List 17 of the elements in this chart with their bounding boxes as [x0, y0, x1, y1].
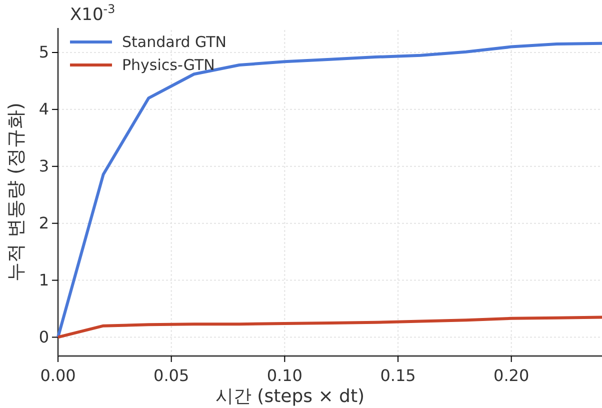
- y-tick-label: 1: [38, 270, 49, 290]
- x-tick-label: 0.20: [494, 366, 530, 385]
- y-axis-title: 누적 변동량 (정규화): [5, 102, 27, 282]
- y-tick-label: 2: [38, 213, 49, 232]
- legend-label: Standard GTN: [122, 33, 226, 51]
- y-tick-label: 5: [38, 42, 49, 62]
- y-tick-label: 0: [38, 327, 49, 346]
- x-axis-title: 시간 (steps × dt): [215, 386, 365, 407]
- text: X10$^{-3}$: [70, 2, 116, 25]
- x-tick-label: 0.00: [40, 366, 76, 385]
- y-tick-label: 3: [38, 156, 49, 176]
- x-tick-label: 0.15: [380, 366, 416, 385]
- x-tick-label: 0.10: [266, 366, 302, 385]
- line-series: [56, 316, 602, 339]
- x-tick-label: 0.05: [154, 366, 190, 385]
- legend-label: Physics-GTN: [122, 56, 215, 74]
- y-tick-label: 4: [38, 100, 49, 119]
